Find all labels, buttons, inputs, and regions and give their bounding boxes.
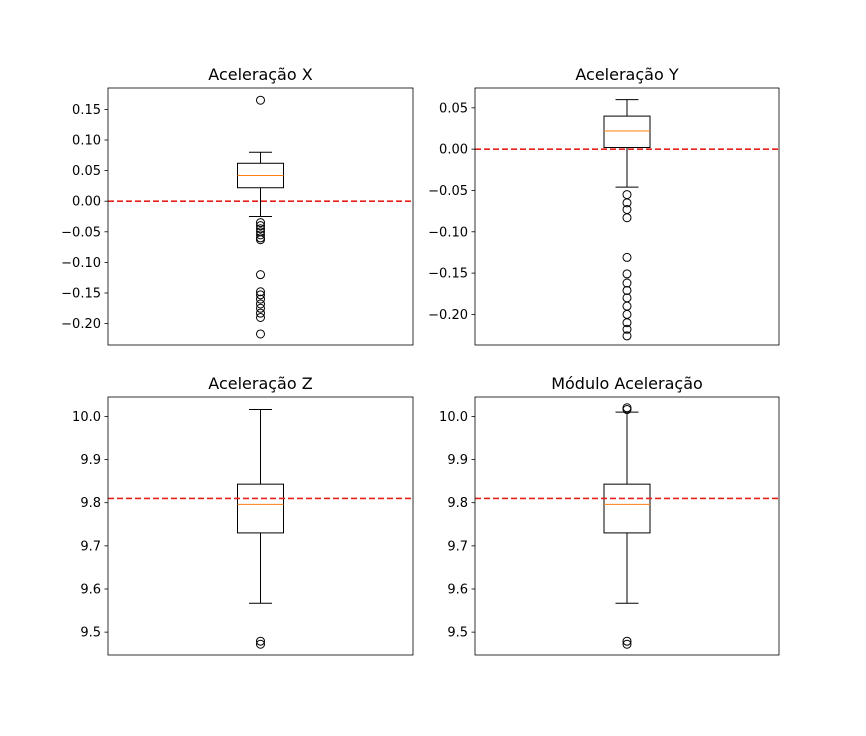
y-tick-label: 9.6: [80, 582, 101, 597]
outlier-point: [256, 312, 265, 322]
axes-frame: [474, 87, 780, 346]
y-tick-label: 9.9: [80, 453, 101, 468]
outlier-point: [622, 293, 632, 303]
outlier-point: [256, 270, 265, 280]
y-tick-label: −0.05: [61, 225, 101, 240]
y-tick-label: 9.7: [447, 539, 468, 554]
subplot-1: Aceleração X 0.15 0.10 0.05 0.00 −0.05 −0.10 −0…: [61, 65, 414, 346]
outlier-point: [622, 331, 632, 341]
outlier-point: [622, 636, 632, 646]
iqr-box: [603, 483, 651, 534]
outlier-point: [622, 301, 632, 311]
subplot-4: Módulo Aceleração 10.0 9.9 9.8 9.7 9.6 9.5: [439, 374, 780, 656]
outlier-point: [622, 198, 632, 208]
y-tick-label: 9.5: [80, 626, 101, 641]
outlier-point: [256, 287, 265, 297]
outlier-point: [256, 218, 265, 228]
y-tick-label: −0.05: [428, 184, 468, 199]
outlier-point: [256, 299, 265, 309]
y-tick-label: −0.15: [61, 286, 101, 301]
outlier-point: [622, 285, 632, 295]
outlier-point: [622, 318, 632, 328]
outlier-point: [256, 294, 265, 304]
y-tick-label: 9.8: [447, 496, 468, 511]
y-tick-label: 9.5: [447, 626, 468, 641]
outlier-point: [622, 190, 632, 200]
y-tick-label: −0.20: [61, 317, 101, 332]
subplot-title: Aceleração X: [208, 65, 312, 84]
y-tick-label: 0.15: [72, 103, 101, 118]
outlier-point: [622, 639, 632, 649]
y-tick-label: 0.10: [72, 134, 101, 149]
y-tick-label: 10.0: [439, 410, 468, 425]
subplot-3: Aceleração Z 10.0 9.9 9.8 9.7 9.6 9.5: [72, 374, 414, 656]
outlier-point: [256, 221, 265, 231]
y-tick-label: 9.7: [80, 539, 101, 554]
outlier-point: [622, 324, 632, 334]
outlier-point: [256, 230, 265, 240]
outlier-point: [256, 290, 265, 300]
y-tick-label: 0.00: [439, 143, 468, 158]
outlier-point: [622, 403, 632, 413]
y-tick-label: 0.00: [72, 195, 101, 210]
outlier-point: [256, 308, 265, 318]
outlier-point: [256, 303, 265, 313]
iqr-box: [237, 483, 284, 534]
axes-frame: [107, 396, 414, 656]
outlier-point: [256, 95, 265, 105]
y-tick-label: 9.8: [80, 496, 101, 511]
y-tick-label: 9.9: [447, 453, 468, 468]
outlier-point: [256, 329, 265, 339]
y-tick-label: 0.05: [72, 164, 101, 179]
y-tick-label: −0.10: [428, 225, 468, 240]
outlier-point: [622, 213, 632, 223]
outlier-point: [256, 235, 265, 245]
y-tick-label: −0.10: [61, 256, 101, 271]
y-tick-label: −0.15: [428, 267, 468, 282]
axes-frame: [107, 87, 414, 346]
outlier-point: [622, 252, 632, 262]
iqr-box: [603, 115, 651, 148]
y-tick-label: 10.0: [72, 410, 101, 425]
y-tick-label: 0.05: [439, 101, 468, 116]
outlier-point: [256, 639, 265, 649]
outlier-point: [622, 309, 632, 319]
y-tick-label: 9.6: [447, 582, 468, 597]
subplot-title: Módulo Aceleração: [551, 374, 703, 393]
outlier-point: [622, 269, 632, 279]
outlier-point: [622, 278, 632, 288]
axes-frame: [474, 396, 780, 656]
outlier-point: [256, 224, 265, 234]
subplot-title: Aceleração Y: [575, 65, 678, 84]
y-tick-label: −0.20: [428, 308, 468, 323]
subplot-2: Aceleração Y 0.05 0.00 −0.05 −0.10 −0.15 −0.20: [428, 65, 780, 346]
outlier-point: [256, 636, 265, 646]
subplot-title: Aceleração Z: [208, 374, 312, 393]
